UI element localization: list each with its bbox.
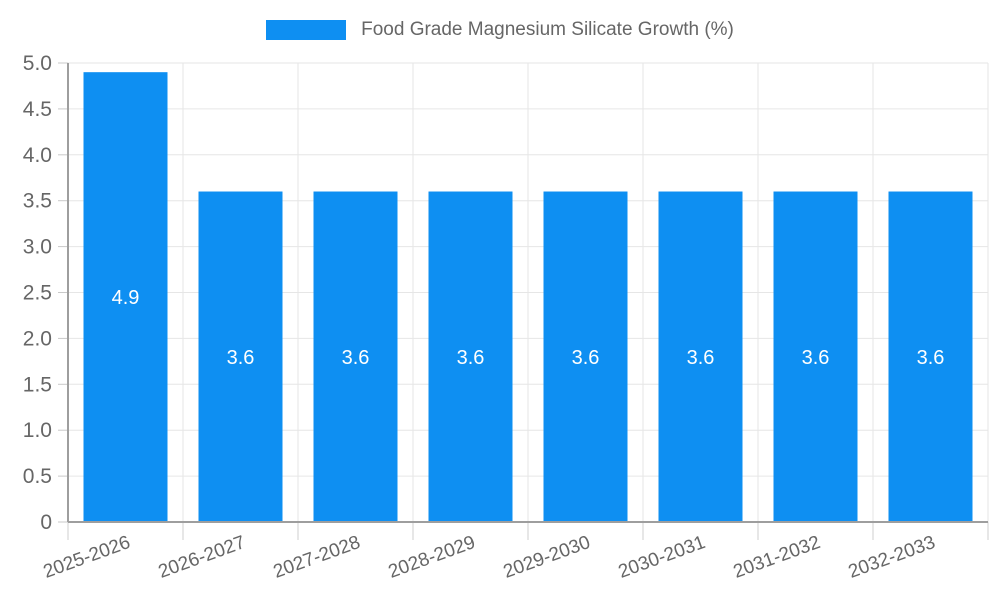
bar[interactable] (888, 191, 973, 522)
y-tick-label: 4.5 (23, 98, 52, 121)
y-tick-label: 5.0 (23, 52, 52, 75)
x-tick-label: 2025-2026 (41, 532, 134, 583)
bar[interactable] (543, 191, 628, 522)
y-tick-label: 2.5 (23, 282, 52, 305)
bar-value-label: 4.9 (112, 287, 140, 309)
x-tick-label: 2030-2031 (616, 532, 709, 583)
bar[interactable] (313, 191, 398, 522)
chart-legend: Food Grade Magnesium Silicate Growth (%) (0, 16, 1000, 44)
bar-value-label: 3.6 (687, 347, 715, 369)
y-tick-label: 4.0 (23, 144, 52, 167)
x-tick-label: 2032-2033 (846, 532, 939, 583)
x-tick-label: 2027-2028 (271, 532, 364, 583)
y-tick-label: 0 (40, 511, 52, 534)
x-tick-label: 2031-2032 (731, 532, 824, 583)
bar-value-label: 3.6 (802, 347, 830, 369)
bar[interactable] (428, 191, 513, 522)
legend-label[interactable]: Food Grade Magnesium Silicate Growth (%) (361, 19, 734, 40)
bar[interactable] (773, 191, 858, 522)
x-tick-label: 2029-2030 (501, 532, 594, 583)
y-tick-label: 2.0 (23, 327, 52, 350)
bar-value-label: 3.6 (227, 347, 255, 369)
bar[interactable] (198, 191, 283, 522)
y-tick-label: 0.5 (23, 465, 52, 488)
bar-value-label: 3.6 (457, 347, 485, 369)
y-tick-label: 3.0 (23, 236, 52, 259)
bar[interactable] (83, 72, 168, 523)
y-tick-label: 1.5 (23, 373, 52, 396)
bar-value-label: 3.6 (917, 347, 945, 369)
y-tick-label: 1.0 (23, 419, 52, 442)
bar[interactable] (658, 191, 743, 522)
bar-value-label: 3.6 (342, 347, 370, 369)
x-tick-label: 2028-2029 (386, 532, 479, 583)
x-tick-label: 2026-2027 (156, 532, 249, 583)
bar-value-label: 3.6 (572, 347, 600, 369)
legend-swatch[interactable] (266, 20, 347, 40)
y-tick-label: 3.5 (23, 190, 52, 213)
